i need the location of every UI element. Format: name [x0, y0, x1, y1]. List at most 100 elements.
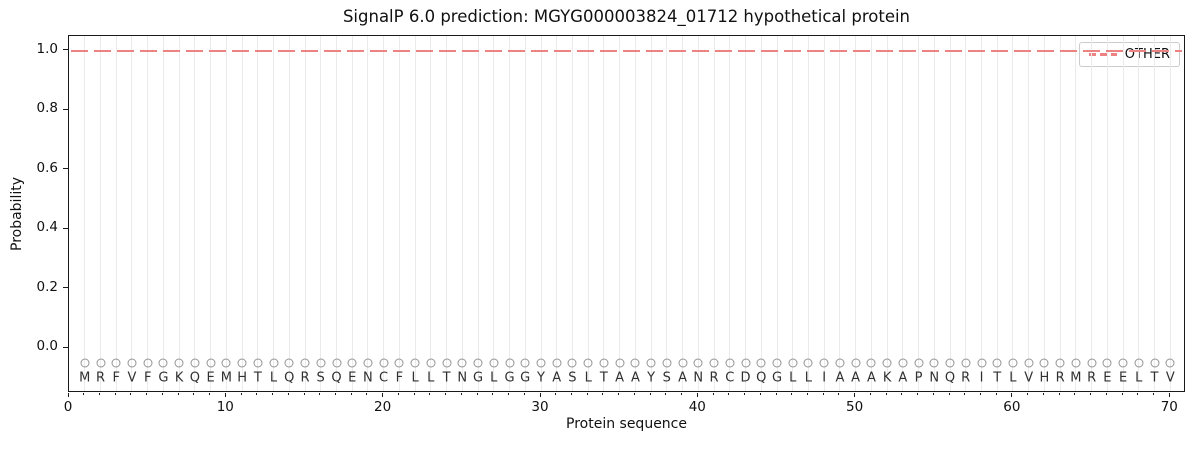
residue-letter: G [504, 370, 515, 386]
gridline [933, 36, 935, 391]
residue-letter: N [693, 370, 704, 386]
x-tick [1011, 393, 1013, 397]
residue-letter: E [1118, 370, 1128, 386]
residue-letter: R [709, 370, 719, 386]
x-minor-tick [1137, 393, 1139, 395]
y-tick-label: 0.2 [36, 278, 58, 295]
residue-marker-circle [1102, 358, 1112, 368]
gridline [540, 36, 542, 391]
gridline [210, 36, 212, 391]
residue-marker-circle [819, 358, 829, 368]
gridline [666, 36, 668, 391]
x-minor-tick [633, 393, 635, 395]
residue-letter: H [237, 370, 247, 386]
residue-marker-circle [269, 358, 278, 368]
residue-marker-circle [914, 358, 923, 368]
x-minor-tick [1058, 393, 1060, 395]
gridline [336, 36, 337, 391]
gridline [1012, 36, 1014, 391]
residue-marker-circle [678, 358, 688, 368]
gridline [823, 36, 825, 391]
residue-marker-circle [1039, 358, 1049, 368]
x-minor-tick [995, 393, 997, 395]
y-tick-label: 1.0 [36, 40, 58, 57]
gridline [304, 36, 306, 391]
x-minor-tick [1153, 393, 1154, 395]
residue-marker-circle [599, 358, 609, 368]
residue-marker-circle [646, 358, 656, 368]
residue-letter: N [457, 370, 468, 386]
gridline [320, 36, 322, 391]
gridline [225, 36, 227, 391]
residue-letter: I [822, 370, 827, 386]
residue-marker-circle [1134, 358, 1144, 368]
x-minor-tick [193, 393, 195, 395]
residue-marker-circle [190, 358, 200, 368]
residue-marker-circle [1055, 358, 1065, 368]
gridline [241, 36, 243, 391]
residue-letter: T [1150, 370, 1159, 386]
x-minor-tick [822, 393, 824, 395]
x-minor-tick [83, 393, 85, 395]
residue-marker-circle [394, 358, 404, 368]
gridline [965, 36, 967, 391]
x-tick [854, 393, 856, 397]
x-tick [382, 393, 384, 397]
residue-letter: A [615, 370, 625, 386]
residue-letter: Y [647, 370, 656, 386]
gridline [634, 36, 636, 391]
x-minor-tick [366, 393, 368, 395]
residue-marker-circle [756, 358, 766, 368]
residue-marker-circle [300, 358, 310, 368]
residue-letter: C [379, 370, 389, 386]
residue-letter: L [490, 370, 498, 386]
residue-letter: R [95, 370, 106, 386]
y-tick [63, 346, 68, 348]
residue-letter: L [269, 370, 278, 386]
residue-marker-circle [977, 358, 986, 368]
gridline [288, 36, 290, 391]
residue-marker-circle [347, 358, 357, 368]
gridline [776, 36, 778, 391]
y-tick [63, 227, 68, 229]
residue-letter: A [866, 370, 876, 386]
x-minor-tick [838, 393, 840, 395]
x-minor-tick [1121, 393, 1123, 395]
x-tick-label: 40 [688, 399, 706, 415]
x-minor-tick [681, 393, 683, 395]
residue-letter: G [771, 370, 783, 386]
x-minor-tick [114, 393, 116, 395]
x-minor-tick [397, 393, 399, 395]
x-minor-tick [350, 393, 352, 395]
residue-marker-circle [851, 358, 861, 368]
residue-letter: Q [756, 370, 767, 386]
residue-marker-circle [284, 358, 294, 368]
gridline [870, 36, 872, 391]
x-minor-tick [508, 393, 509, 395]
residue-letter: Q [189, 370, 201, 386]
residue-letter: L [789, 370, 797, 386]
residue-marker-circle [206, 358, 216, 368]
residue-marker-circle [552, 358, 562, 368]
other-probability-line [71, 49, 1182, 53]
residue-letter: M [79, 370, 91, 386]
residue-letter: G [520, 370, 531, 386]
residue-letter: F [143, 370, 152, 386]
residue-marker-circle [253, 358, 263, 368]
gridline [650, 36, 652, 391]
residue-letter: Q [331, 370, 342, 386]
gridline [603, 36, 605, 391]
residue-marker-circle [237, 358, 247, 368]
residue-letter: Q [944, 370, 956, 386]
gridline [556, 36, 558, 391]
x-minor-tick [413, 393, 415, 395]
residue-marker-circle [961, 358, 971, 368]
gridline [619, 36, 621, 391]
x-minor-tick [869, 393, 871, 395]
residue-letter: A [552, 370, 562, 386]
x-minor-tick [728, 393, 730, 395]
x-tick [696, 393, 698, 397]
residue-marker-circle [945, 358, 955, 368]
residue-letter: M [1070, 370, 1082, 386]
residue-marker-circle [583, 358, 593, 368]
